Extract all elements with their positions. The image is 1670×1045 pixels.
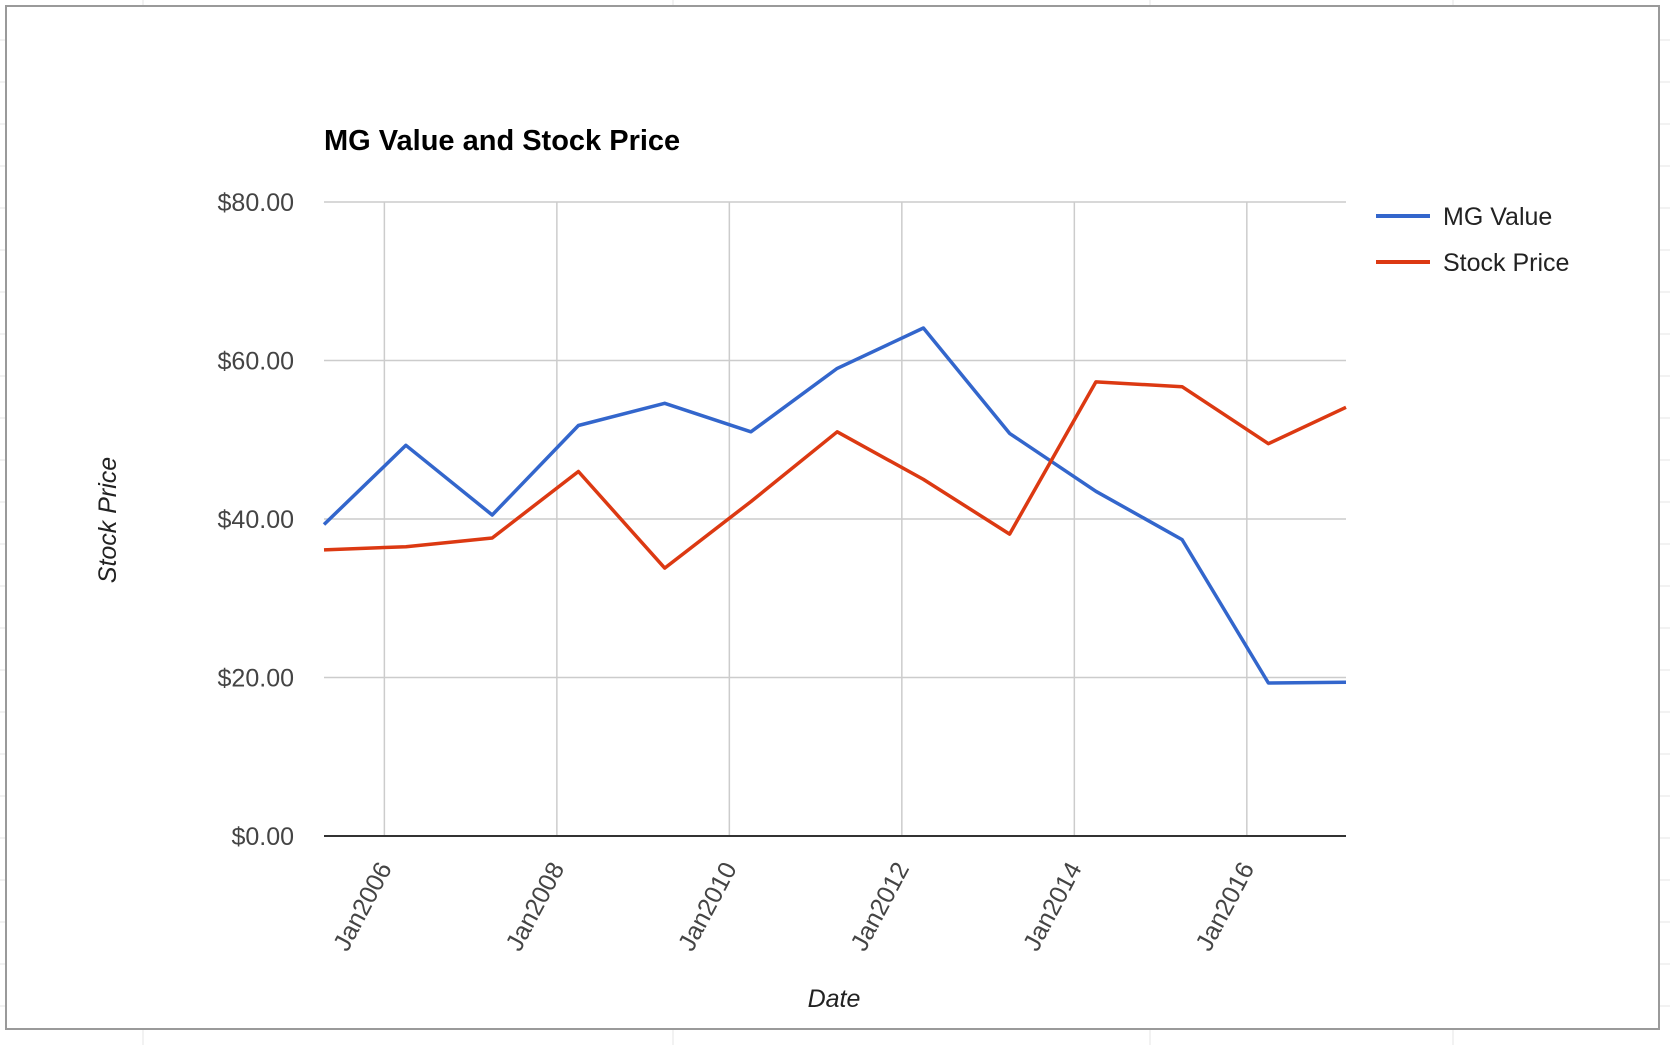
x-axis-ticks: Jan2006 Jan2008 Jan2010 Jan2012 Jan2014 Jan20… — [328, 858, 1260, 956]
legend-label-mg-value: MG Value — [1443, 203, 1552, 231]
y-tick-label: $40.00 — [218, 506, 294, 534]
chart-container[interactable] — [5, 5, 1660, 1030]
legend[interactable]: MG Value Stock Price — [1376, 203, 1569, 277]
y-tick-label: $80.00 — [218, 189, 294, 217]
x-tick-label: Jan2008 — [500, 858, 570, 956]
series-line-mg-value — [322, 326, 1347, 685]
y-axis-ticks: $0.00 $20.00 $40.00 $60.00 $80.00 — [218, 189, 294, 851]
x-axis-label: Date — [808, 985, 861, 1013]
x-tick-label: Jan2006 — [328, 858, 398, 956]
gridlines — [324, 201, 1346, 836]
x-tick-label: Jan2014 — [1018, 858, 1088, 956]
x-tick-label: Jan2016 — [1190, 858, 1260, 956]
chart-title: MG Value and Stock Price — [324, 125, 680, 157]
y-tick-label: $20.00 — [218, 665, 294, 693]
series-line-stock-price — [323, 380, 1347, 570]
y-axis-label: Stock Price — [94, 457, 122, 583]
y-tick-label: $0.00 — [231, 823, 294, 851]
legend-label-stock-price: Stock Price — [1443, 249, 1569, 277]
x-tick-label: Jan2012 — [845, 858, 915, 956]
series-lines — [322, 326, 1347, 685]
y-tick-label: $60.00 — [218, 348, 294, 376]
x-tick-label: Jan2010 — [673, 858, 743, 956]
